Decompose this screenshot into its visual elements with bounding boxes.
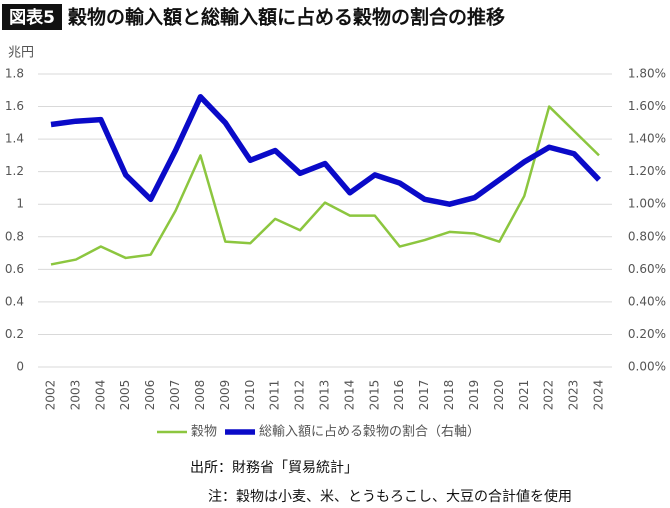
y-tick-label: 1.2 <box>5 164 24 178</box>
y2-tick-label: 0.00% <box>628 360 666 374</box>
source: 出所：財務省「貿易統計」 <box>190 460 358 476</box>
y2-tick-label: 1.60% <box>628 99 666 113</box>
y2-tick-label: 1.80% <box>628 67 666 81</box>
y2-tick-label: 1.40% <box>628 132 666 146</box>
x-tick-label: 2021 <box>517 380 531 411</box>
x-tick-label: 2007 <box>168 380 182 411</box>
y-tick-label: 1 <box>16 197 24 211</box>
x-tick-label: 2004 <box>93 380 107 411</box>
x-tick-label: 2003 <box>68 380 82 411</box>
x-tick-label: 2005 <box>118 380 132 411</box>
y2-tick-label: 1.20% <box>628 164 666 178</box>
x-tick-label: 2002 <box>44 380 58 411</box>
x-tick-label: 2015 <box>367 380 381 411</box>
y-axis-label: 兆円 <box>8 46 34 61</box>
x-tick-label: 2011 <box>268 380 282 411</box>
figure-label: 図表5 <box>9 7 55 28</box>
legend-label: 総輸入額に占める穀物の割合（右軸） <box>259 424 480 440</box>
legend-label: 穀物 <box>191 425 217 440</box>
x-tick-label: 2012 <box>293 380 307 411</box>
y-tick-label: 0.2 <box>5 327 24 341</box>
y-tick-label: 0.4 <box>5 294 24 308</box>
x-tick-label: 2024 <box>592 380 606 411</box>
x-tick-label: 2009 <box>218 380 232 411</box>
y2-tick-label: 1.00% <box>628 197 666 211</box>
x-tick-label: 2014 <box>342 380 356 411</box>
y2-tick-label: 0.80% <box>628 229 666 243</box>
y-tick-label: 1.4 <box>5 132 24 146</box>
x-tick-label: 2018 <box>442 380 456 411</box>
y-tick-label: 0.8 <box>5 229 24 243</box>
y-tick-label: 0.6 <box>5 262 24 276</box>
y-tick-label: 1.8 <box>5 67 24 81</box>
x-tick-label: 2008 <box>193 380 207 411</box>
x-tick-label: 2013 <box>318 380 332 411</box>
note: 注：穀物は小麦、米、とうもろこし、大豆の合計値を使用 <box>208 488 572 505</box>
chart-title: 穀物の輸入額と総輸入額に占める穀物の割合の推移 <box>68 6 505 29</box>
y2-tick-label: 0.40% <box>628 294 666 308</box>
x-tick-label: 2006 <box>143 380 157 411</box>
y2-tick-label: 0.20% <box>628 327 666 341</box>
x-tick-label: 2016 <box>392 380 406 411</box>
figure-label-box <box>2 4 62 30</box>
series-line <box>50 94 601 207</box>
x-tick-label: 2020 <box>492 380 506 411</box>
x-tick-label: 2010 <box>243 380 257 411</box>
x-tick-label: 2022 <box>542 380 556 411</box>
y-tick-label: 0 <box>16 360 24 374</box>
y2-tick-label: 0.60% <box>628 262 666 276</box>
x-tick-label: 2017 <box>417 380 431 411</box>
x-tick-label: 2019 <box>467 380 481 411</box>
x-tick-label: 2023 <box>567 380 581 411</box>
series-line <box>50 105 600 266</box>
y-tick-label: 1.6 <box>5 99 24 113</box>
